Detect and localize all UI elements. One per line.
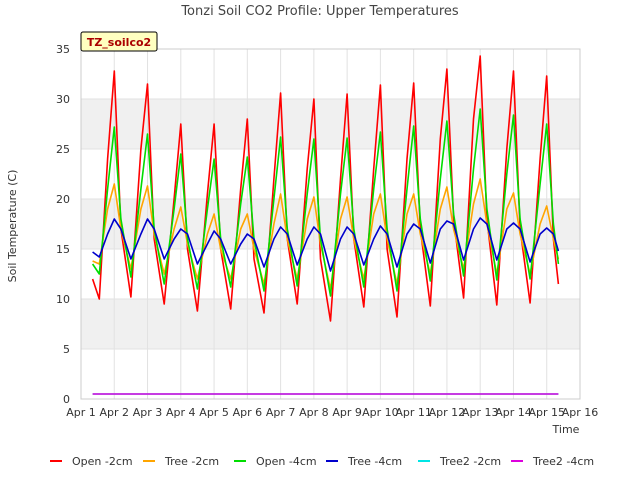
plot-frame bbox=[80, 48, 581, 400]
chart-title: Tonzi Soil CO2 Profile: Upper Temperatur… bbox=[180, 4, 459, 19]
series-line bbox=[92, 217, 560, 272]
y-tick-label: 0 bbox=[63, 393, 70, 406]
legend-label: Tree2 -4cm bbox=[532, 455, 594, 468]
x-tick-label: Apr 15 bbox=[528, 406, 565, 419]
legend-label: Tree -4cm bbox=[347, 455, 402, 468]
legend-item: Open -4cm bbox=[234, 455, 317, 468]
x-tick-label: Apr 16 bbox=[562, 406, 599, 419]
x-tick-label: Apr 8 bbox=[299, 406, 329, 419]
series-line bbox=[91, 108, 560, 297]
y-tick-label: 35 bbox=[56, 43, 70, 56]
x-tick-label: Apr 11 bbox=[395, 406, 432, 419]
legend-item: Open -2cm bbox=[50, 455, 133, 468]
x-tick-label: Apr 5 bbox=[199, 406, 229, 419]
y-axis-ticks: 0 5 10 15 20 25 30 35 bbox=[56, 43, 70, 406]
x-tick-label: Apr 13 bbox=[462, 406, 499, 419]
x-axis-ticks: Apr 1 Apr 2 Apr 3 Apr 4 Apr 5 Apr 6 Apr 7 Apr 8… bbox=[66, 406, 598, 419]
plot-bands bbox=[81, 99, 580, 349]
series-line bbox=[91, 55, 560, 322]
x-tick-label: Apr 14 bbox=[495, 406, 532, 419]
plot-band bbox=[81, 199, 580, 249]
y-tick-label: 20 bbox=[56, 193, 70, 206]
legend-label: Open -2cm bbox=[72, 455, 133, 468]
x-tick-label: Apr 9 bbox=[332, 406, 362, 419]
legend-item: Tree2 -4cm bbox=[511, 455, 594, 468]
y-tick-label: 30 bbox=[56, 93, 70, 106]
x-tick-label: Apr 6 bbox=[233, 406, 263, 419]
y-tick-label: 25 bbox=[56, 143, 70, 156]
legend-label: Open -4cm bbox=[256, 455, 317, 468]
x-tick-label: Apr 12 bbox=[429, 406, 466, 419]
x-axis-label: Time bbox=[552, 423, 580, 436]
legend-label: Tree2 -2cm bbox=[439, 455, 501, 468]
plot-band bbox=[81, 299, 580, 349]
x-tick-label: Apr 7 bbox=[266, 406, 296, 419]
y-axis-label: Soil Temperature (C) bbox=[6, 170, 19, 283]
legend: Open -2cm Tree -2cm Open -4cm Tree -4cm Tree… bbox=[50, 455, 594, 468]
legend-item: Tree -4cm bbox=[326, 455, 402, 468]
x-tick-label: Apr 3 bbox=[133, 406, 163, 419]
x-tick-label: Apr 4 bbox=[166, 406, 196, 419]
x-tick-label: Apr 10 bbox=[362, 406, 399, 419]
y-tick-label: 5 bbox=[63, 343, 70, 356]
x-tick-label: Apr 2 bbox=[100, 406, 130, 419]
y-tick-label: 15 bbox=[56, 243, 70, 256]
series-layer bbox=[91, 55, 560, 395]
plot-band bbox=[81, 99, 580, 149]
legend-item: Tree2 -2cm bbox=[418, 455, 501, 468]
tag-badge: TZ_soilco2 bbox=[80, 31, 158, 52]
x-tick-label: Apr 1 bbox=[66, 406, 96, 419]
y-tick-label: 10 bbox=[56, 293, 70, 306]
legend-label: Tree -2cm bbox=[164, 455, 219, 468]
legend-item: Tree -2cm bbox=[143, 455, 219, 468]
badge-label: TZ_soilco2 bbox=[87, 36, 151, 49]
